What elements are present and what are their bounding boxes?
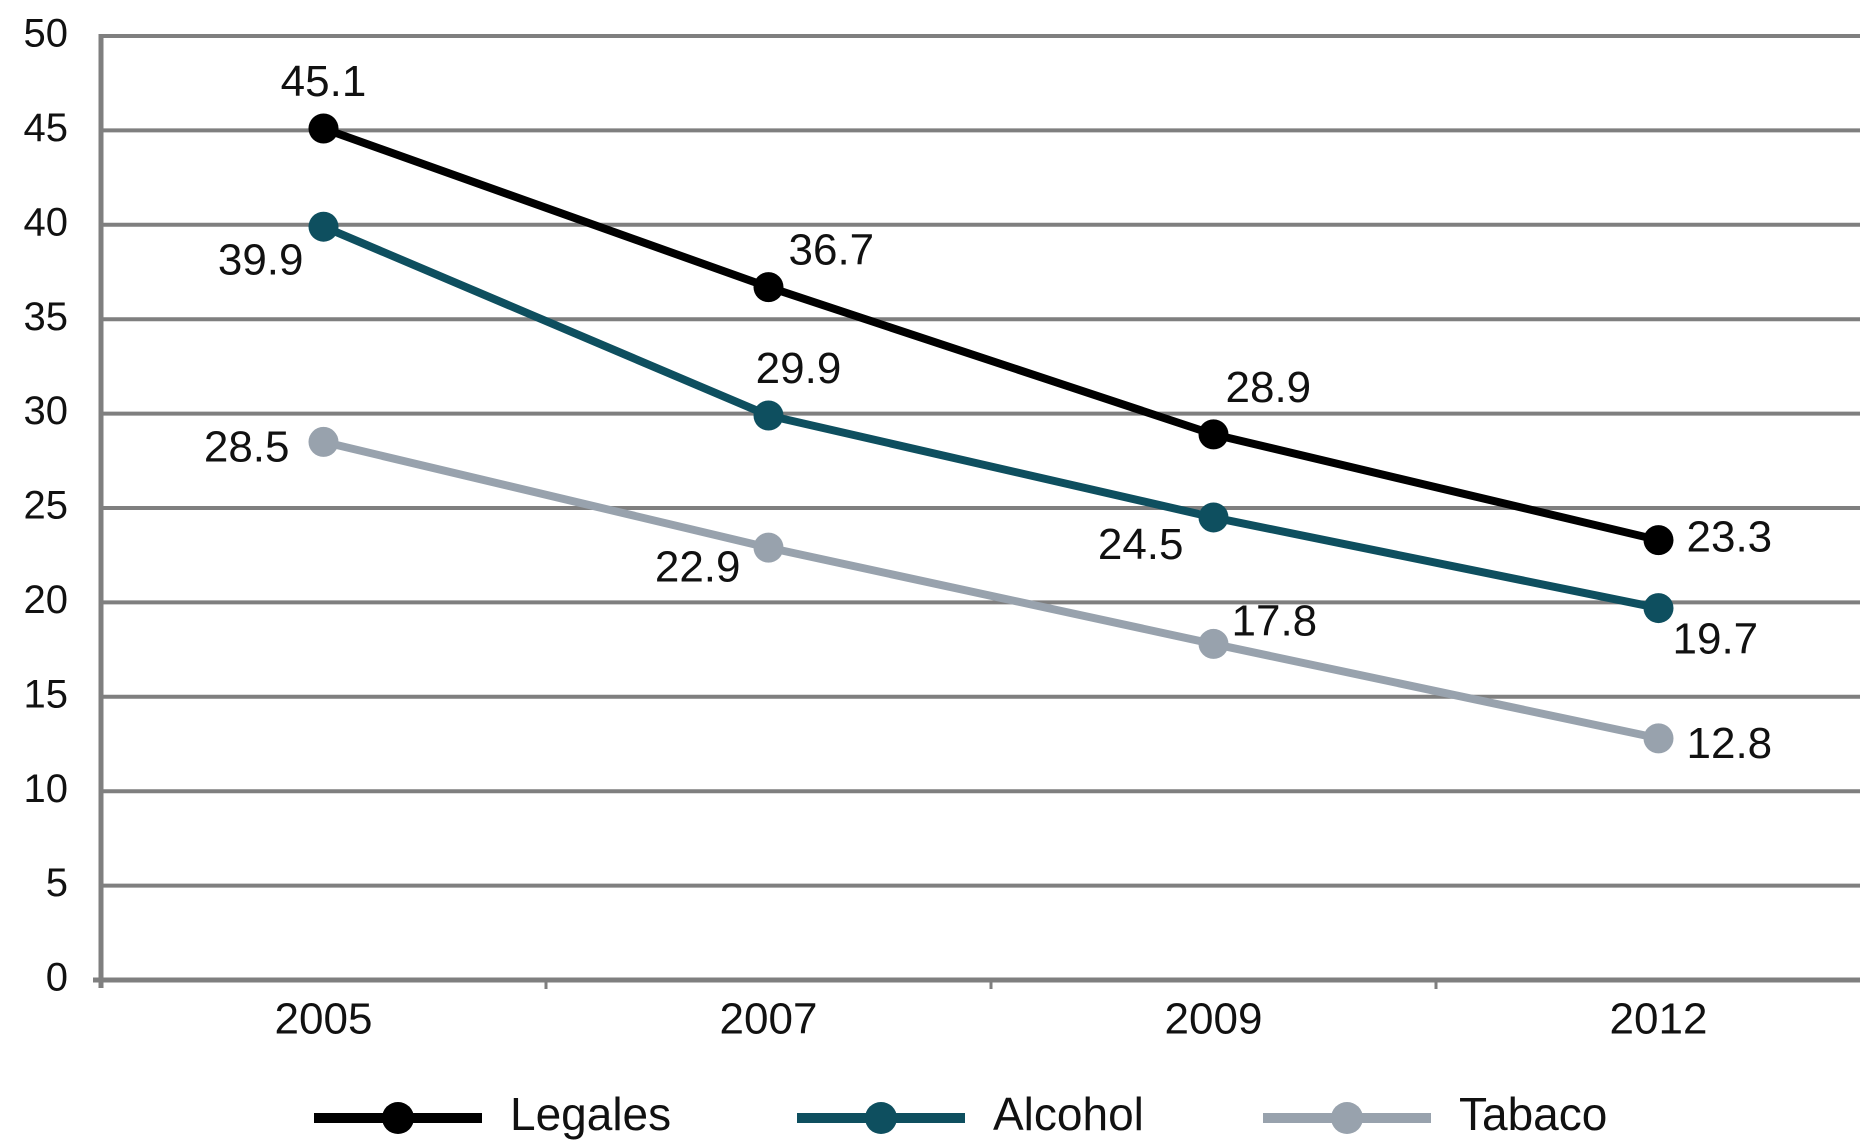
y-tick-label: 40 [24,200,69,244]
marker [753,272,784,303]
data-label: 17.8 [1232,597,1318,646]
x-tick-label: 2007 [720,995,818,1044]
x-tick-label: 2005 [275,995,373,1044]
data-label: 23.3 [1687,513,1773,562]
series-line [322,124,1660,544]
data-label: 12.8 [1687,719,1773,768]
data-label: 19.7 [1673,615,1759,664]
data-label: 36.7 [789,226,875,275]
legend-label: Tabaco [1459,1088,1607,1140]
marker [308,113,339,144]
legend-label: Alcohol [993,1088,1144,1140]
y-tick-label: 0 [46,956,68,1000]
marker [308,426,339,457]
series-line [321,223,1660,612]
marker [1643,525,1674,556]
data-label: 28.9 [1226,363,1312,412]
data-label: 39.9 [218,235,304,284]
marker [1198,628,1229,659]
y-tick-label: 45 [24,106,69,150]
y-tick-label: 30 [24,389,69,433]
y-tick-label: 35 [24,295,69,339]
legend-marker [865,1102,897,1134]
marker [308,211,339,242]
y-tick-label: 5 [46,861,68,905]
marker [1643,723,1674,754]
legend-label: Legales [510,1088,671,1140]
series-line [322,438,1660,743]
y-tick-label: 10 [24,767,69,811]
y-tick-label: 50 [24,12,69,56]
data-label: 24.5 [1098,520,1184,569]
marker [753,532,784,563]
marker [753,400,784,431]
marker [1198,502,1229,533]
marker [1643,593,1674,624]
legend-marker [382,1102,414,1134]
data-label: 22.9 [655,542,741,591]
x-tick-label: 2009 [1165,995,1263,1044]
x-tick-label: 2012 [1610,995,1708,1044]
legend-marker [1331,1102,1363,1134]
y-tick-label: 20 [24,578,69,622]
y-tick-label: 15 [24,672,69,716]
data-label: 28.5 [204,423,290,472]
y-tick-label: 25 [24,484,69,528]
marker [1198,419,1229,450]
data-label: 29.9 [756,344,842,393]
data-label: 45.1 [281,57,367,106]
